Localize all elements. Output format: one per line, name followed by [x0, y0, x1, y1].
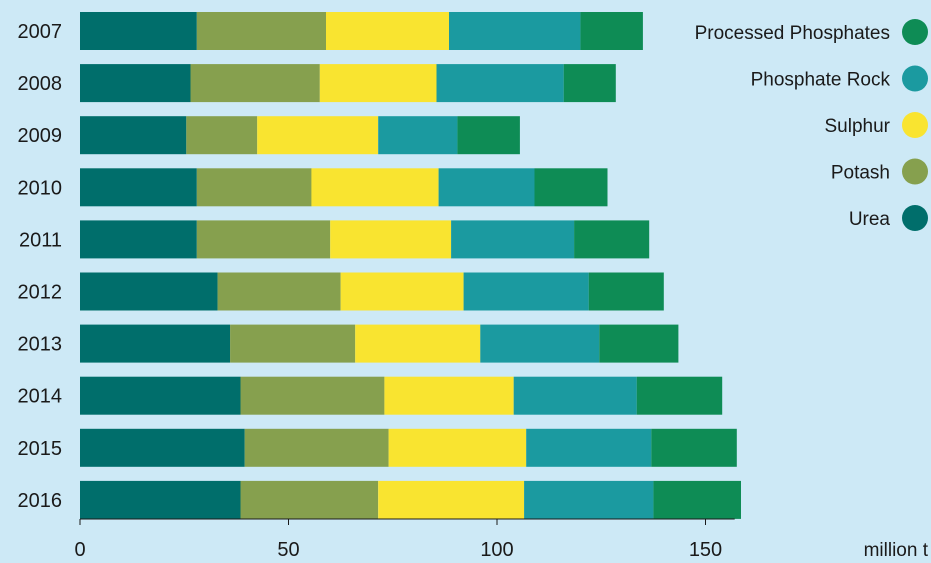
bars-group: [80, 12, 741, 519]
bar-segment-2010-phosphate-rock: [438, 168, 535, 207]
bar-segment-2008-sulphur: [319, 64, 437, 103]
legend-label: Urea: [849, 209, 891, 230]
bar-segment-2016-potash: [240, 480, 379, 519]
category-label: 2012: [18, 282, 63, 304]
bar-segment-2007-sulphur: [326, 12, 449, 50]
bar-segment-2014-urea: [80, 376, 241, 415]
bar-segment-2011-potash: [196, 220, 331, 259]
bar-segment-2011-sulphur: [330, 220, 452, 259]
category-label: 2009: [18, 125, 63, 147]
bar-segment-2008-potash: [190, 64, 320, 103]
bar-segment-2016-urea: [80, 480, 241, 519]
bar-segment-2011-phosphate-rock: [451, 220, 575, 259]
bar-segment-2014-phosphate-rock: [513, 376, 637, 415]
bar-segment-2014-processed-phosphates: [636, 376, 723, 415]
category-labels: 2007 2008 2009 2010 2011 2012 2013 2014 2015 2016: [18, 21, 63, 512]
bar-segment-2009-potash: [186, 116, 258, 155]
bar-segment-2012-phosphate-rock: [463, 272, 589, 311]
bar-segment-2012-sulphur: [340, 272, 464, 311]
legend-label: Potash: [831, 163, 890, 184]
legend: Processed Phosphates Phosphate Rock Sulphu…: [695, 19, 928, 231]
category-label: 2015: [18, 438, 63, 460]
category-label: 2008: [18, 73, 63, 95]
category-label: 2010: [18, 177, 63, 199]
bar-segment-2010-urea: [80, 168, 197, 207]
bar-segment-2013-phosphate-rock: [480, 324, 600, 363]
bar-segment-2015-potash: [244, 428, 389, 467]
x-tick-label: 50: [277, 539, 299, 561]
bar-segment-2007-processed-phosphates: [580, 12, 643, 50]
bar-segment-2012-potash: [217, 272, 341, 311]
bar-segment-2007-phosphate-rock: [449, 12, 581, 50]
legend-swatch: [902, 112, 928, 138]
category-label: 2014: [18, 386, 63, 408]
bar-segment-2013-urea: [80, 324, 231, 363]
bar-segment-2015-processed-phosphates: [651, 428, 737, 467]
bar-segment-2015-urea: [80, 428, 245, 467]
category-label: 2011: [19, 229, 62, 251]
legend-label: Sulphur: [825, 116, 891, 137]
legend-swatch: [902, 158, 928, 185]
category-label: 2016: [18, 490, 63, 512]
bar-segment-2014-potash: [240, 376, 385, 415]
x-tick-label: 0: [74, 539, 85, 561]
legend-label: Phosphate Rock: [751, 70, 891, 91]
bar-segment-2016-processed-phosphates: [653, 480, 741, 519]
bar-segment-2010-potash: [196, 168, 312, 207]
bar-segment-2013-processed-phosphates: [599, 324, 679, 363]
bar-segment-2016-sulphur: [378, 480, 525, 519]
bar-segment-2007-potash: [196, 12, 327, 50]
bar-segment-2016-phosphate-rock: [524, 480, 654, 519]
bar-segment-2010-sulphur: [311, 168, 439, 207]
bar-segment-2009-sulphur: [257, 116, 379, 155]
x-tick-label: 150: [689, 539, 722, 561]
bar-segment-2013-potash: [230, 324, 356, 363]
bar-segment-2008-phosphate-rock: [436, 64, 564, 103]
bar-segment-2011-processed-phosphates: [574, 220, 650, 259]
bar-segment-2009-urea: [80, 116, 187, 155]
legend-swatch: [902, 205, 928, 231]
x-tick-label: 100: [480, 539, 513, 561]
category-label: 2007: [18, 21, 63, 43]
x-axis-title: million t: [864, 540, 929, 561]
bar-segment-2009-processed-phosphates: [457, 116, 520, 155]
bar-segment-2009-phosphate-rock: [378, 116, 458, 155]
bar-segment-2015-sulphur: [388, 428, 527, 467]
bar-segment-2012-urea: [80, 272, 218, 311]
bar-segment-2010-processed-phosphates: [534, 168, 608, 207]
legend-label: Processed Phosphates: [695, 23, 890, 44]
bar-segment-2008-processed-phosphates: [563, 64, 616, 103]
bar-segment-2008-urea: [80, 64, 191, 103]
category-label: 2013: [18, 334, 63, 356]
bar-segment-2007-urea: [80, 12, 197, 50]
x-axis-ticks: 0 50 100 150: [74, 519, 722, 561]
bar-segment-2013-sulphur: [355, 324, 481, 363]
legend-swatch: [902, 65, 928, 92]
legend-swatch: [902, 19, 928, 45]
bar-segment-2012-processed-phosphates: [588, 272, 664, 311]
bar-segment-2014-sulphur: [384, 376, 514, 415]
bar-segment-2015-phosphate-rock: [526, 428, 652, 467]
bar-segment-2011-urea: [80, 220, 197, 259]
